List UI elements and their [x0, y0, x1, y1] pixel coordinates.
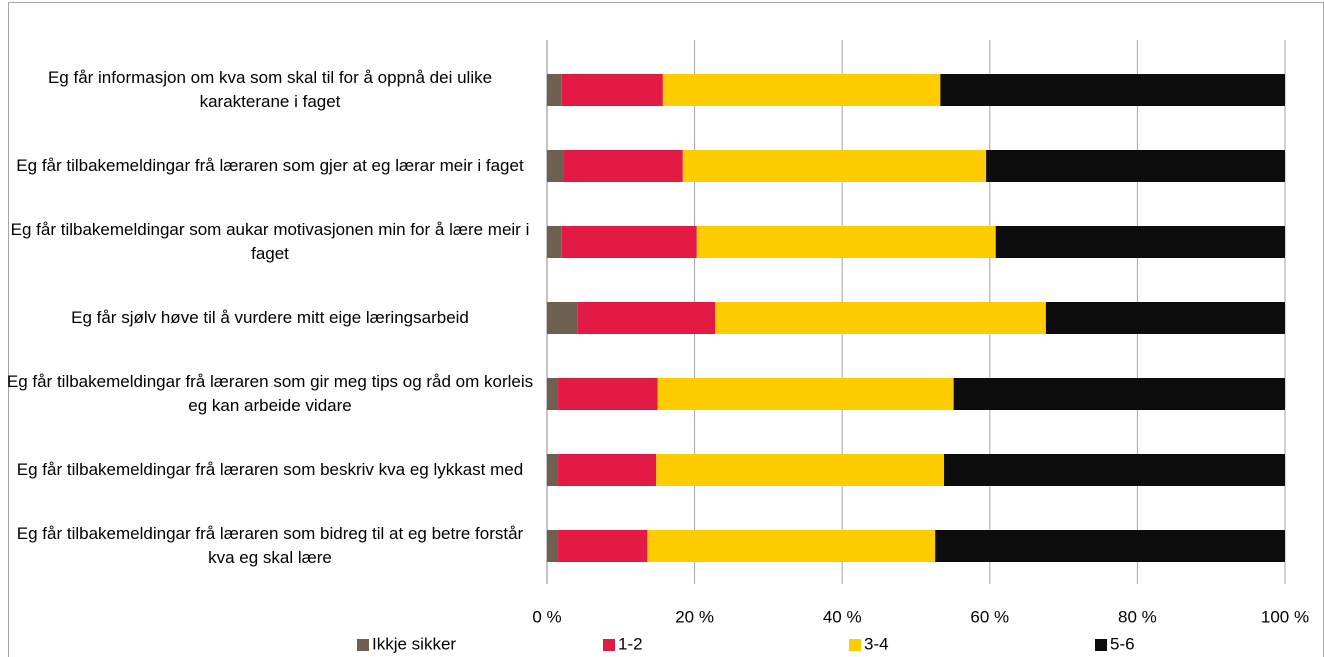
bar-segment	[995, 226, 1285, 258]
bar-segment	[953, 378, 1285, 410]
category-label: Eg får tilbakemeldingar frå læraren som …	[6, 372, 534, 415]
bar-segment	[662, 74, 941, 106]
legend-swatch	[1095, 639, 1107, 651]
bar-segment	[682, 150, 987, 182]
legend-label: 1-2	[618, 634, 643, 653]
bar-segment	[547, 454, 559, 486]
legend-swatch	[849, 639, 861, 651]
bar-segment	[715, 302, 1046, 334]
legend-swatch	[357, 639, 369, 651]
bar-segment	[558, 378, 658, 410]
bar-segment	[647, 530, 936, 562]
bar-segment	[561, 226, 697, 258]
bar-segment	[547, 150, 564, 182]
legend-label: Ikkje sikker	[372, 634, 456, 653]
x-tick-label: 0 %	[532, 607, 561, 626]
bar-segment	[547, 530, 559, 562]
category-label: Eg får tilbakemeldingar frå læraren som …	[16, 524, 524, 567]
bar-segment	[1045, 302, 1285, 334]
bar-segment	[547, 74, 562, 106]
category-label: Eg får tilbakemeldingar frå læraren som …	[16, 156, 524, 175]
bar-segment	[577, 302, 716, 334]
bar-segment	[696, 226, 996, 258]
legend-label: 5-6	[1110, 634, 1135, 653]
category-label: Eg får tilbakemeldingar som aukar motiva…	[10, 220, 530, 263]
x-tick-label: 100 %	[1261, 607, 1309, 626]
bar-segment	[944, 454, 1285, 486]
bar-segment	[547, 302, 578, 334]
bar-segment	[940, 74, 1285, 106]
bar-segment	[563, 150, 683, 182]
x-tick-label: 20 %	[675, 607, 714, 626]
bar-segment	[657, 378, 954, 410]
bar-segment	[547, 226, 562, 258]
bar-segment	[558, 454, 657, 486]
category-label: Eg får tilbakemeldingar frå læraren som …	[16, 460, 524, 479]
legend-label: 3-4	[864, 634, 889, 653]
legend-swatch	[603, 639, 615, 651]
x-tick-label: 40 %	[823, 607, 862, 626]
bar-segment	[561, 74, 663, 106]
x-tick-label: 60 %	[970, 607, 1009, 626]
bar-segment	[935, 530, 1285, 562]
bar-segment	[986, 150, 1285, 182]
bar-segment	[558, 530, 648, 562]
bar-segment	[656, 454, 945, 486]
category-label: Eg får sjølv høve til å vurdere mitt eig…	[71, 308, 469, 327]
bar-segment	[547, 378, 559, 410]
category-label: Eg får informasjon om kva som skal til f…	[47, 68, 493, 111]
x-tick-label: 80 %	[1118, 607, 1157, 626]
